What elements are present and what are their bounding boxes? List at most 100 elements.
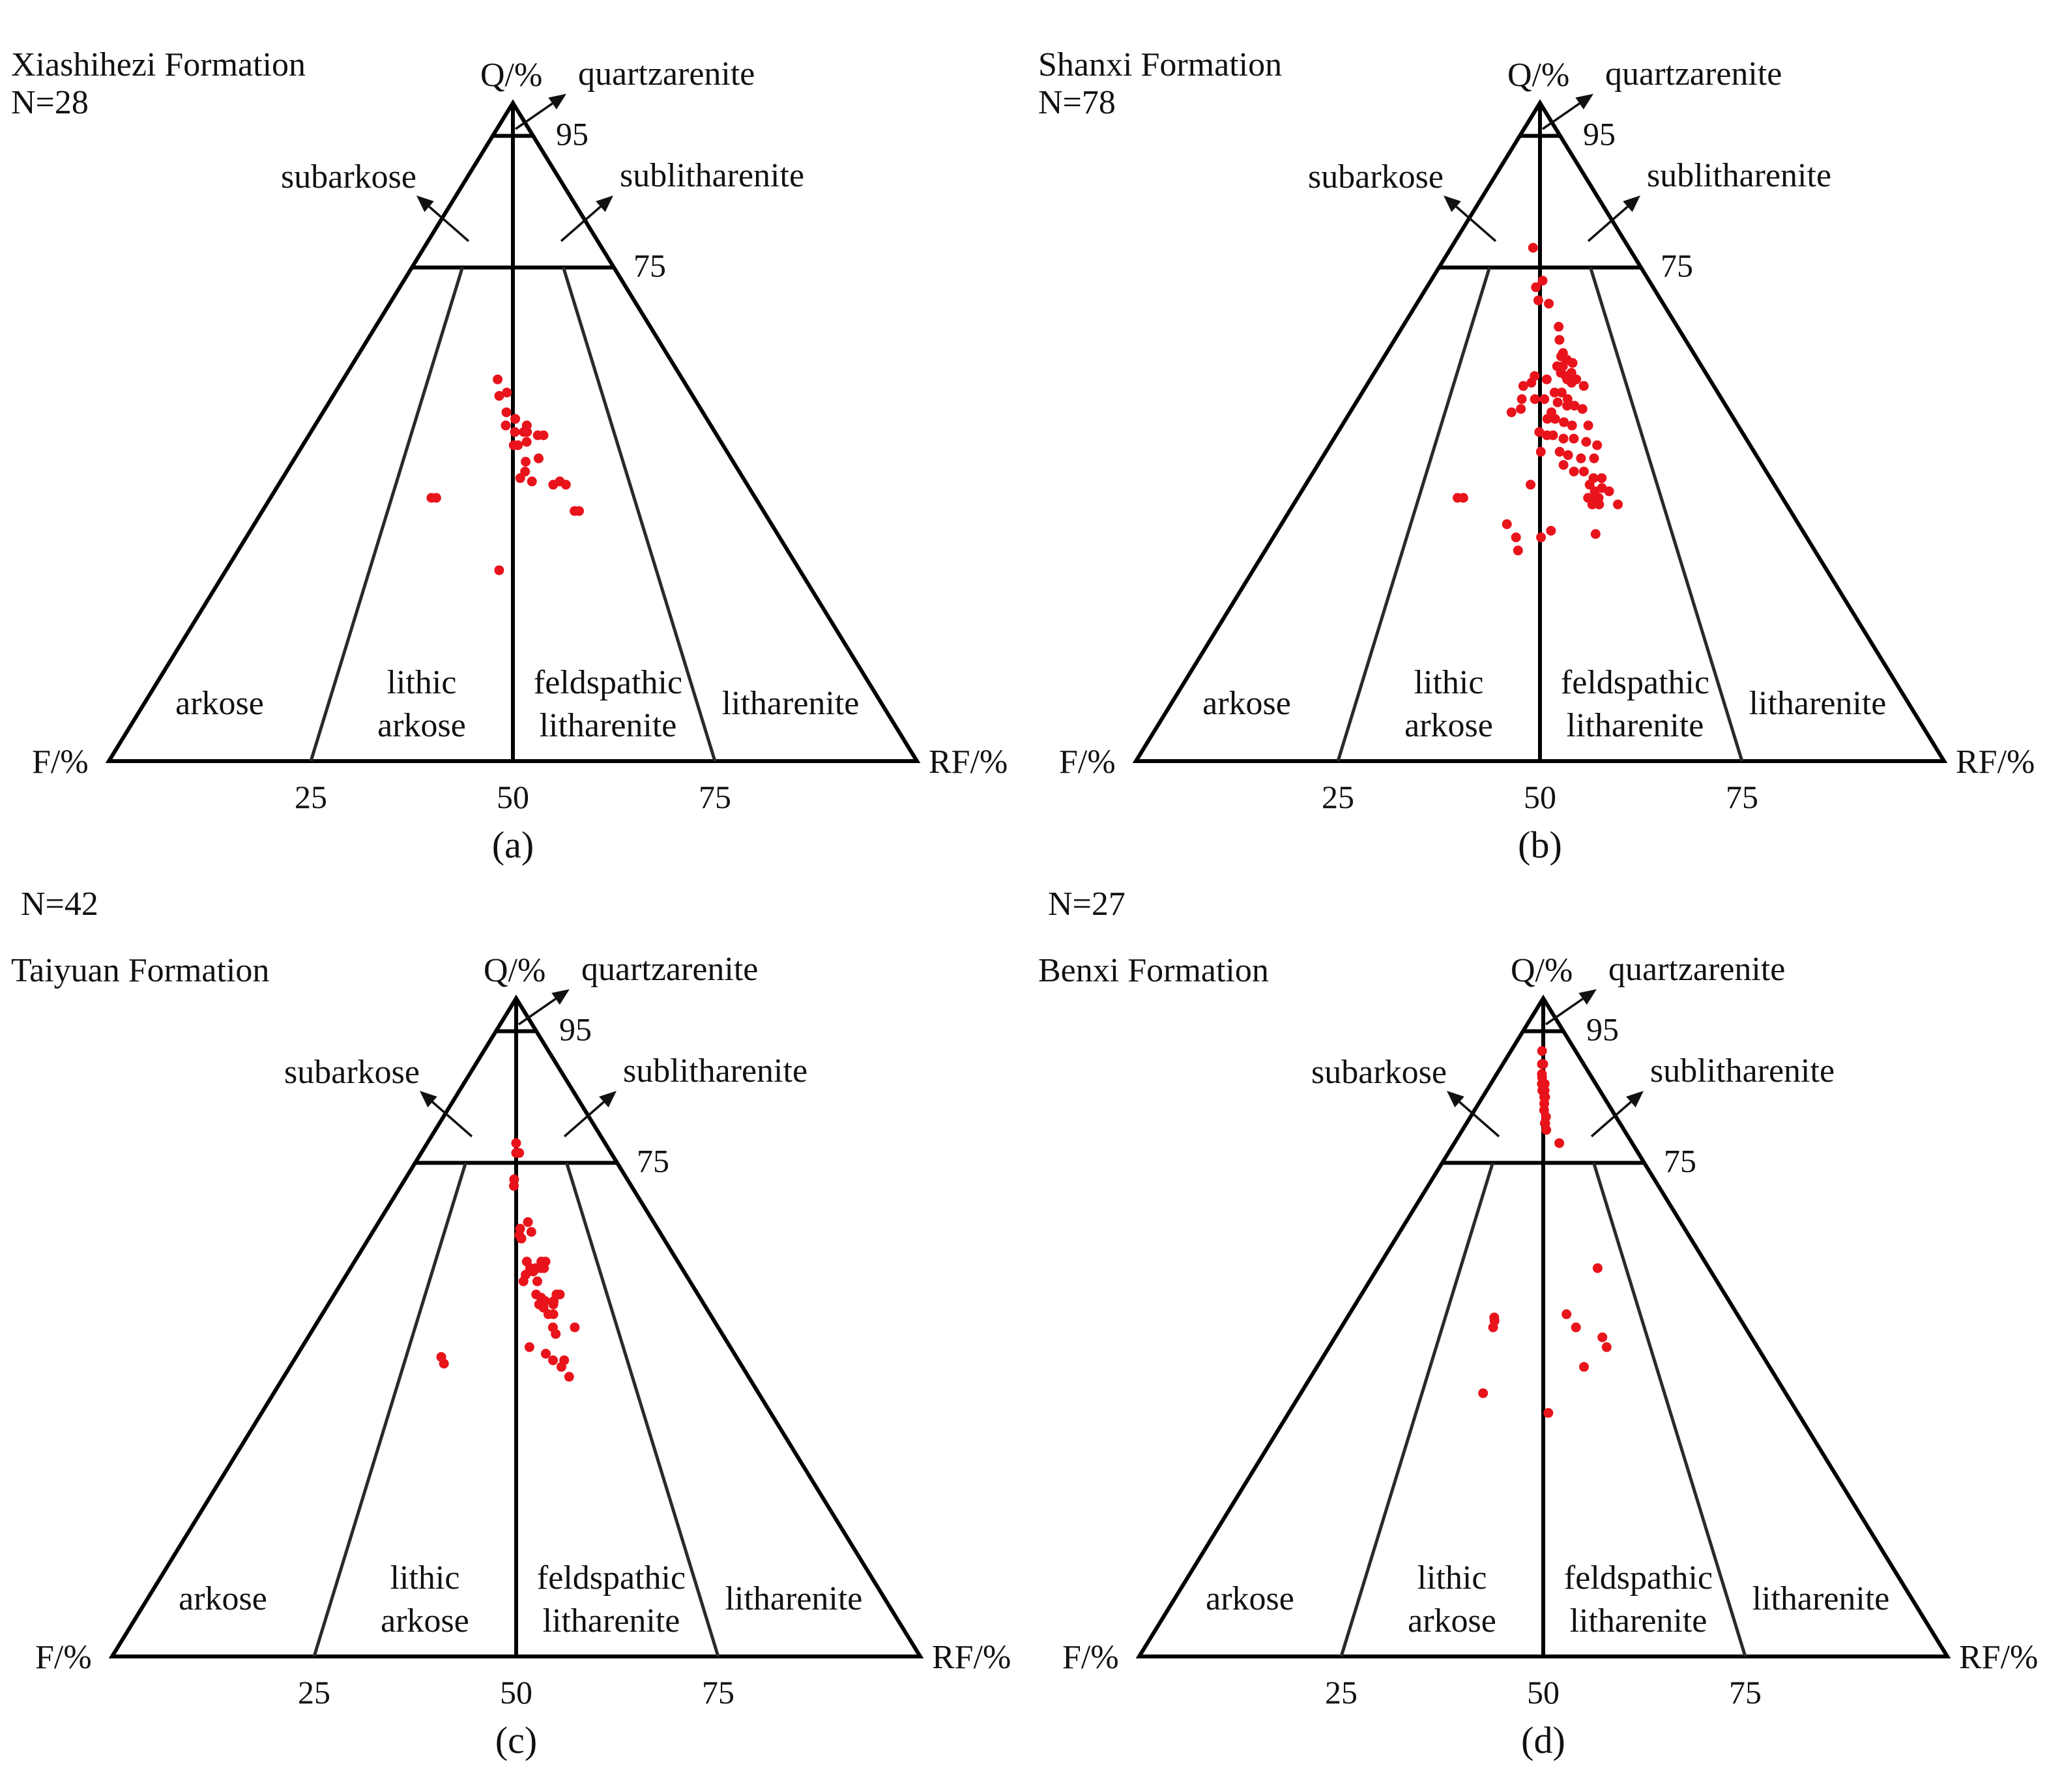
base-50-label: 50 xyxy=(500,1674,532,1711)
data-point xyxy=(532,1276,542,1286)
data-point xyxy=(1552,397,1563,407)
data-point xyxy=(514,1148,525,1158)
data-point xyxy=(560,480,571,490)
data-point xyxy=(1550,414,1560,424)
data-point xyxy=(1597,473,1607,484)
data-point xyxy=(1511,532,1521,543)
data-point xyxy=(1589,453,1599,463)
litharenite-label: litharenite xyxy=(722,685,860,722)
formation-title: Shanxi Formation xyxy=(1038,46,1282,83)
panel-caption: (c) xyxy=(495,1719,537,1761)
sublitharenite-arrow xyxy=(563,1091,617,1138)
data-point xyxy=(523,1217,533,1227)
panel-caption: (a) xyxy=(492,824,534,866)
sublitharenite-label: sublitharenite xyxy=(1650,1052,1835,1090)
data-point xyxy=(555,1290,565,1299)
data-point xyxy=(1584,480,1595,490)
q95-label: 95 xyxy=(556,116,588,152)
data-point xyxy=(1543,1408,1554,1418)
ternary-panel-c: Q/% F/% RF/% 95 75 25 50 75 quartzarenite subarko… xyxy=(11,886,1011,1761)
sample-count: N=27 xyxy=(1048,886,1125,923)
quartzarenite-arrow xyxy=(1542,94,1593,130)
data-point xyxy=(541,1348,551,1359)
data-point xyxy=(494,391,504,401)
litharenite-label: litharenite xyxy=(1749,685,1887,722)
sublitharenite-arrow xyxy=(1587,195,1640,242)
data-point xyxy=(1569,467,1579,477)
data-point xyxy=(1592,440,1603,450)
ratio-25-line xyxy=(309,267,464,762)
data-point xyxy=(1530,394,1540,404)
data-point xyxy=(1587,499,1597,510)
data-point xyxy=(494,565,504,575)
q75-label: 75 xyxy=(633,248,666,284)
lithic-arkose-label-line2: arkose xyxy=(1408,1602,1496,1640)
data-point xyxy=(1583,420,1593,431)
base-25-label: 25 xyxy=(295,779,327,815)
base-25-label: 25 xyxy=(298,1674,330,1711)
rf-vertex-label: RF/% xyxy=(1956,744,2035,781)
data-point xyxy=(1554,321,1564,332)
q75-label: 75 xyxy=(637,1143,669,1179)
q-vertex-label: Q/% xyxy=(1507,57,1569,94)
subarkose-label: subarkose xyxy=(284,1054,420,1091)
lithic-arkose-label-line1: lithic xyxy=(390,1559,460,1597)
data-point xyxy=(1594,499,1605,510)
data-point xyxy=(527,476,537,487)
data-point xyxy=(515,473,525,484)
data-point xyxy=(1561,1309,1572,1320)
data-point xyxy=(1592,1263,1603,1273)
arkose-label: arkose xyxy=(1206,1580,1294,1617)
data-point xyxy=(1526,480,1536,490)
data-point xyxy=(1538,1059,1548,1069)
feldspathic-litharenite-label-line2: litharenite xyxy=(540,707,677,744)
data-point xyxy=(1561,371,1571,381)
subarkose-label: subarkose xyxy=(281,158,416,195)
data-point xyxy=(1458,493,1468,503)
data-point xyxy=(526,1227,536,1237)
data-point xyxy=(1541,1125,1552,1135)
data-point xyxy=(1581,437,1591,447)
data-point xyxy=(1578,381,1589,391)
base-75-label: 75 xyxy=(702,1674,734,1711)
data-points xyxy=(436,1138,580,1382)
data-point xyxy=(518,1276,529,1286)
data-point xyxy=(1563,450,1573,460)
base-50-label: 50 xyxy=(497,779,529,815)
data-point xyxy=(510,414,521,424)
ratio-25-line xyxy=(312,1162,467,1657)
data-point xyxy=(559,1355,570,1365)
ratio-75-line xyxy=(565,1162,720,1657)
data-point xyxy=(1535,446,1546,457)
base-50-label: 50 xyxy=(1527,1674,1560,1711)
data-point xyxy=(509,1181,519,1191)
data-point xyxy=(1567,420,1577,431)
q95-label: 95 xyxy=(1583,116,1616,152)
litharenite-label: litharenite xyxy=(725,1580,863,1617)
quartzarenite-label: quartzarenite xyxy=(1605,55,1782,93)
ternary-panel-b: Q/% F/% RF/% 95 75 25 50 75 quartzarenite subarko… xyxy=(1038,46,2035,866)
data-point xyxy=(1601,1342,1612,1352)
data-point xyxy=(1537,276,1548,286)
rf-vertex-label: RF/% xyxy=(1959,1639,2038,1676)
litharenite-label: litharenite xyxy=(1752,1580,1890,1617)
ratio-25-line xyxy=(1339,1162,1494,1657)
data-point xyxy=(574,506,584,516)
data-point xyxy=(1536,532,1546,543)
lithic-arkose-label-line2: arkose xyxy=(377,707,466,744)
q95-label: 95 xyxy=(559,1011,592,1048)
data-point xyxy=(1597,1332,1608,1342)
base-25-label: 25 xyxy=(1322,779,1354,815)
data-point xyxy=(1541,374,1552,384)
data-point xyxy=(1576,453,1586,463)
q95-label: 95 xyxy=(1586,1011,1619,1048)
data-point xyxy=(564,1372,574,1382)
base-25-label: 25 xyxy=(1325,1674,1358,1711)
data-point xyxy=(501,407,512,418)
data-point xyxy=(1528,242,1538,253)
data-point xyxy=(538,430,549,441)
data-point xyxy=(493,374,503,384)
arkose-label: arkose xyxy=(175,685,264,722)
data-point xyxy=(548,1309,559,1320)
